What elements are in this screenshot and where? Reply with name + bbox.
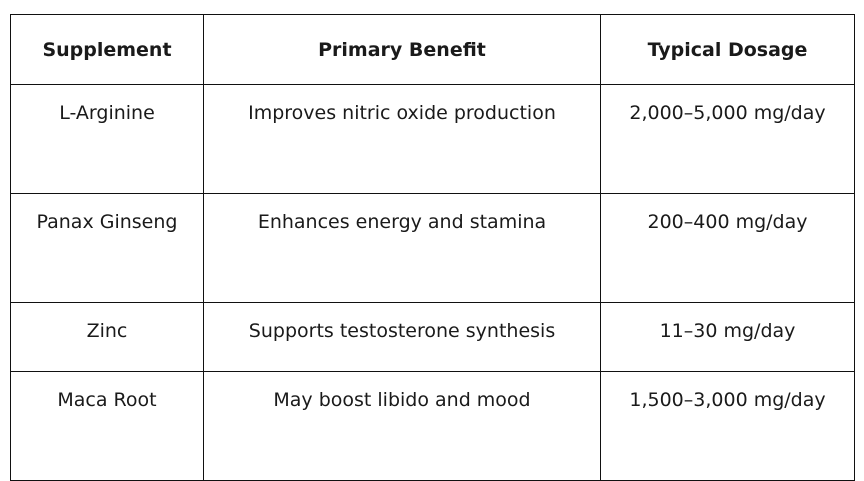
table-header: Supplement Primary Benefit Typical Dosag… (10, 14, 855, 85)
cell-benefit: Enhances energy and stamina (203, 193, 601, 303)
cell-dosage: 2,000–5,000 mg/day (600, 84, 855, 194)
table-row: Panax Ginseng Enhances energy and stamin… (10, 193, 855, 303)
header-supplement: Supplement (10, 14, 204, 85)
supplements-table: Supplement Primary Benefit Typical Dosag… (10, 14, 855, 481)
cell-dosage: 1,500–3,000 mg/day (600, 371, 855, 481)
table-row: L-Arginine Improves nitric oxide product… (10, 84, 855, 194)
cell-supplement: L-Arginine (10, 84, 204, 194)
cell-dosage: 11–30 mg/day (600, 302, 855, 372)
cell-supplement: Maca Root (10, 371, 204, 481)
table-row: Maca Root May boost libido and mood 1,50… (10, 371, 855, 481)
table-row: Zinc Supports testosterone synthesis 11–… (10, 302, 855, 372)
cell-benefit: Supports testosterone synthesis (203, 302, 601, 372)
cell-dosage: 200–400 mg/day (600, 193, 855, 303)
cell-benefit: May boost libido and mood (203, 371, 601, 481)
cell-benefit: Improves nitric oxide production (203, 84, 601, 194)
header-row: Supplement Primary Benefit Typical Dosag… (10, 14, 855, 85)
header-primary-benefit: Primary Benefit (203, 14, 601, 85)
header-typical-dosage: Typical Dosage (600, 14, 855, 85)
table-body: L-Arginine Improves nitric oxide product… (10, 84, 855, 481)
cell-supplement: Panax Ginseng (10, 193, 204, 303)
cell-supplement: Zinc (10, 302, 204, 372)
